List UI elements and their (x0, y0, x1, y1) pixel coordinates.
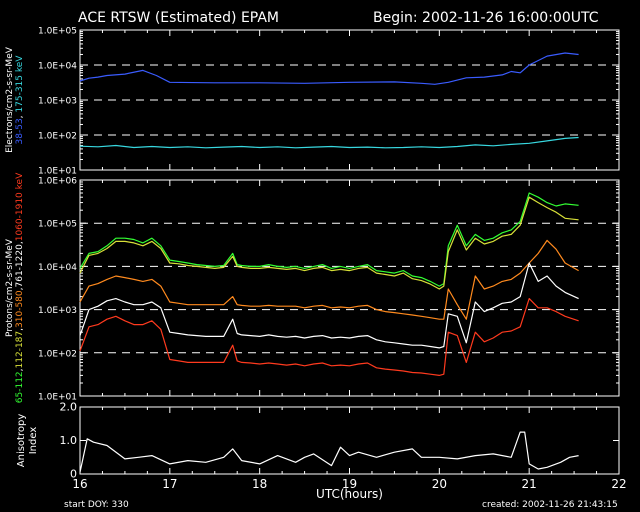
electrons-y-axis-label-channels: 38-53, 175-315 keV (15, 55, 25, 145)
anisotropy-y-axis-label-line: Anisotropy (16, 414, 27, 468)
anisotropy-series-line-0 (79, 431, 579, 473)
protons-y-axis-label-part: 1060-1910 (15, 192, 25, 241)
electrons-ytick-label: 1.0E+03 (38, 97, 77, 107)
protons-y-axis-label-part: 65-112 (15, 371, 25, 403)
protons-ytick-label: 1.0E+05 (38, 220, 77, 230)
protons-series-line-4 (79, 298, 579, 376)
protons-frame (79, 179, 620, 397)
created-timestamp: created: 2002-11-26 21:43:15 (482, 500, 618, 510)
electrons-series-line-0 (79, 52, 579, 85)
protons-y-axis-label-part: , (15, 241, 25, 244)
protons-ytick-label: 1.0E+02 (38, 349, 77, 359)
x-axis-label: UTC(hours) (316, 487, 383, 501)
protons-y-axis-label-units: Protons/cm2-s-sr-MeV (5, 238, 15, 337)
chart-title: ACE RTSW (Estimated) EPAM (78, 10, 279, 26)
xtick-label: 18 (252, 477, 267, 491)
begin-timestamp: Begin: 2002-11-26 16:00:00UTC (373, 10, 599, 26)
electrons-y-axis-label-part: 38-53 (15, 118, 25, 144)
anisotropy-frame (79, 406, 620, 475)
electrons-y-axis-label-part: , (15, 113, 25, 119)
protons-y-axis-label-part: 112-187 (15, 331, 25, 369)
protons-y-axis-label-part: 761-1220 (15, 244, 25, 288)
protons-y-axis-label-part: , (15, 368, 25, 371)
xtick-label: 22 (611, 477, 626, 491)
xtick-label: 21 (522, 477, 537, 491)
protons-series-line-1 (79, 196, 579, 290)
protons-series-line-0 (79, 192, 579, 287)
electrons-y-axis-label-part: keV (15, 55, 25, 75)
protons-y-axis-label-part: 310-580 (15, 290, 25, 328)
protons-panel: 1.0E+01 1.0E+02 1.0E+03 1.0E+04 1.0E+05 1.0E+… (5, 172, 620, 403)
protons-ytick-label: 1.0E+06 (38, 177, 77, 187)
protons-ytick-label: 1.0E+01 (38, 393, 77, 403)
electrons-ytick-label: 1.0E+05 (38, 27, 77, 37)
electrons-panel: 1.0E+01 1.0E+02 1.0E+03 1.0E+04 1.0E+05 Elect… (5, 27, 620, 177)
xtick-label: 19 (342, 477, 357, 491)
anisotropy-panel: 0 1.0 2.0 16 17 18 19 20 21 22 UTC(hours) Anisotrop… (16, 401, 627, 502)
electrons-series-line-1 (79, 136, 579, 149)
anisotropy-ytick-label: 1.0 (60, 434, 78, 447)
protons-series-line-2 (79, 239, 579, 320)
protons-y-axis-label-channels: 65-112,112-187,310-580,761-1220,1060-191… (15, 172, 25, 403)
protons-ytick-label: 1.0E+04 (38, 263, 77, 273)
xtick-label: 16 (72, 477, 87, 491)
anisotropy-ytick-label: 2.0 (60, 401, 78, 414)
protons-y-axis-label-part: , (15, 328, 25, 331)
anisotropy-ytick-label: 0 (70, 468, 77, 481)
xtick-label: 17 (162, 477, 177, 491)
protons-series-line-3 (79, 262, 579, 349)
electrons-ytick-label: 1.0E+02 (38, 132, 77, 142)
electrons-ytick-label: 1.0E+01 (38, 167, 77, 177)
start-doy-label: start DOY: 330 (64, 500, 129, 510)
protons-y-axis-label-part: keV (15, 172, 25, 192)
electrons-y-axis-label-part: 175-315 (15, 75, 25, 113)
electrons-y-axis-label-units: Electrons/cm2-s-sr-MeV (5, 46, 15, 153)
protons-ytick-label: 1.0E+03 (38, 306, 77, 316)
electrons-ytick-label: 1.0E+04 (38, 62, 77, 72)
anisotropy-y-axis-label-line: Index (28, 427, 39, 455)
protons-y-axis-label-part: , (15, 288, 25, 291)
xtick-label: 20 (432, 477, 447, 491)
